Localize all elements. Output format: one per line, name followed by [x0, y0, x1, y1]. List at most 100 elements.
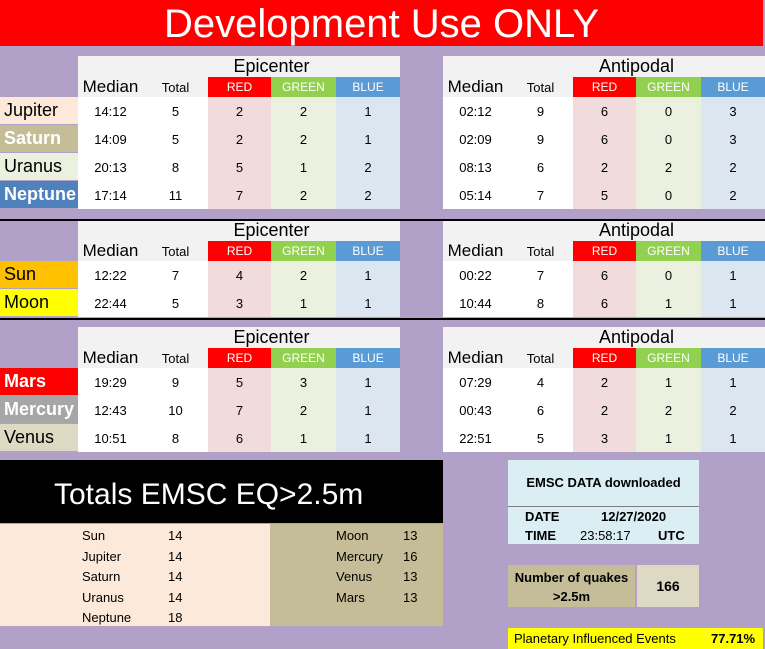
cell-red: 2 [573, 368, 636, 396]
table-row: 14:09 5 2 2 1 [78, 125, 401, 153]
table-row: 07:29 4 2 1 1 [443, 368, 765, 396]
cell-green: 1 [271, 289, 336, 317]
cell-blue: 2 [336, 153, 401, 181]
planet-label-neptune: Neptune [0, 181, 78, 208]
epicenter-heading: Epicenter [143, 56, 401, 77]
totals-name: Moon [336, 528, 369, 543]
section-divider-bottom [0, 318, 765, 320]
cell-total: 6 [508, 396, 573, 424]
cell-median: 17:14 [78, 181, 143, 209]
cell-green: 2 [271, 261, 336, 289]
cell-blue: 3 [701, 97, 765, 125]
cell-total: 10 [143, 396, 208, 424]
cell-total: 7 [508, 181, 573, 209]
cell-total: 9 [143, 368, 208, 396]
column-header-red: RED [573, 77, 636, 97]
totals-value: 14 [168, 548, 183, 564]
cell-green: 1 [271, 424, 336, 452]
cell-red: 6 [573, 125, 636, 153]
totals-value: 18 [168, 610, 183, 625]
column-header-total: Total [508, 77, 573, 97]
column-header-red: RED [208, 77, 271, 97]
cell-green: 0 [636, 97, 701, 125]
column-header-total: Total [143, 241, 208, 261]
quakes-count-label: Number of quakes >2.5m [508, 565, 635, 607]
table-row: 00:43 6 2 2 2 [443, 396, 765, 424]
column-header-median: Median [78, 348, 143, 368]
cell-blue: 1 [336, 289, 401, 317]
cell-median: 08:13 [443, 153, 508, 181]
cell-green: 0 [636, 261, 701, 289]
antipodal-table: Antipodal Median Total RED GREEN BLUE 07:29 4 2 1… [443, 327, 765, 452]
table-header-row: Antipodal [443, 56, 765, 77]
cell-green: 2 [636, 153, 701, 181]
cell-red: 2 [573, 396, 636, 424]
planet-label-jupiter: Jupiter [0, 97, 78, 124]
cell-total: 7 [143, 261, 208, 289]
cell-blue: 1 [336, 125, 401, 153]
column-header-total: Total [143, 77, 208, 97]
totals-banner: Totals EMSC EQ>2.5m [0, 460, 443, 523]
table-row: 10:51 8 6 1 1 [78, 424, 401, 452]
column-header-green: GREEN [636, 241, 701, 261]
table-row: 00:22 7 6 0 1 [443, 261, 765, 289]
totals-row: Venus 13 [270, 567, 443, 587]
cell-median: 10:44 [443, 289, 508, 317]
cell-blue: 2 [701, 396, 765, 424]
cell-blue: 1 [336, 261, 401, 289]
cell-median: 12:43 [78, 396, 143, 424]
column-header-row: Median Total RED GREEN BLUE [443, 348, 765, 368]
emsc-timezone: UTC [658, 528, 685, 543]
totals-name: Uranus [82, 589, 124, 605]
totals-name: Jupiter [82, 548, 122, 564]
table-row: 19:29 9 5 3 1 [78, 368, 401, 396]
column-header-median: Median [78, 241, 143, 261]
cell-red: 2 [573, 153, 636, 181]
cell-blue: 1 [336, 396, 401, 424]
cell-total: 5 [143, 289, 208, 317]
column-header-green: GREEN [271, 348, 336, 368]
totals-name: Sun [82, 528, 106, 543]
planet-label-moon: Moon [0, 289, 78, 316]
cell-total: 4 [508, 368, 573, 396]
antipodal-table: Antipodal Median Total RED GREEN BLUE 02:12 9 6 0… [443, 56, 765, 209]
quakes-count-value: 166 [637, 565, 699, 607]
cell-total: 5 [143, 97, 208, 125]
column-header-median: Median [443, 348, 508, 368]
emsc-date-label: DATE [525, 509, 560, 524]
totals-name: Mars [336, 589, 365, 605]
cell-total: 11 [143, 181, 208, 209]
planet-label-sun: Sun [0, 261, 78, 288]
cell-total: 8 [508, 289, 573, 317]
emsc-panel [508, 460, 699, 544]
cell-blue: 1 [701, 424, 765, 452]
totals-row: Saturn 14 [0, 567, 270, 587]
table-header-row: Epicenter [78, 327, 401, 348]
totals-right-panel: Moon 13 Mercury 16 Venus 13 Mars 13 [270, 524, 443, 626]
cell-total: 9 [508, 97, 573, 125]
column-header-row: Median Total RED GREEN BLUE [443, 241, 765, 261]
cell-red: 6 [573, 261, 636, 289]
cell-blue: 2 [701, 181, 765, 209]
column-header-median: Median [443, 241, 508, 261]
cell-median: 14:09 [78, 125, 143, 153]
column-header-blue: BLUE [701, 77, 765, 97]
cell-green: 2 [271, 125, 336, 153]
table-header-row: Antipodal [443, 327, 765, 348]
cell-total: 8 [143, 424, 208, 452]
table-row: 10:44 8 6 1 1 [443, 289, 765, 317]
antipodal-heading: Antipodal [508, 56, 765, 77]
cell-green: 1 [636, 424, 701, 452]
cell-green: 2 [271, 396, 336, 424]
cell-median: 00:22 [443, 261, 508, 289]
cell-median: 00:43 [443, 396, 508, 424]
table-row: 22:44 5 3 1 1 [78, 289, 401, 317]
column-header-blue: BLUE [336, 241, 401, 261]
cell-total: 9 [508, 125, 573, 153]
cell-blue: 1 [336, 368, 401, 396]
totals-row: Mars 13 [270, 588, 443, 608]
cell-red: 2 [208, 125, 271, 153]
epicenter-table: Epicenter Median Total RED GREEN BLUE 14:12 5 2 2… [78, 56, 401, 209]
cell-total: 6 [508, 153, 573, 181]
cell-blue: 1 [336, 424, 401, 452]
